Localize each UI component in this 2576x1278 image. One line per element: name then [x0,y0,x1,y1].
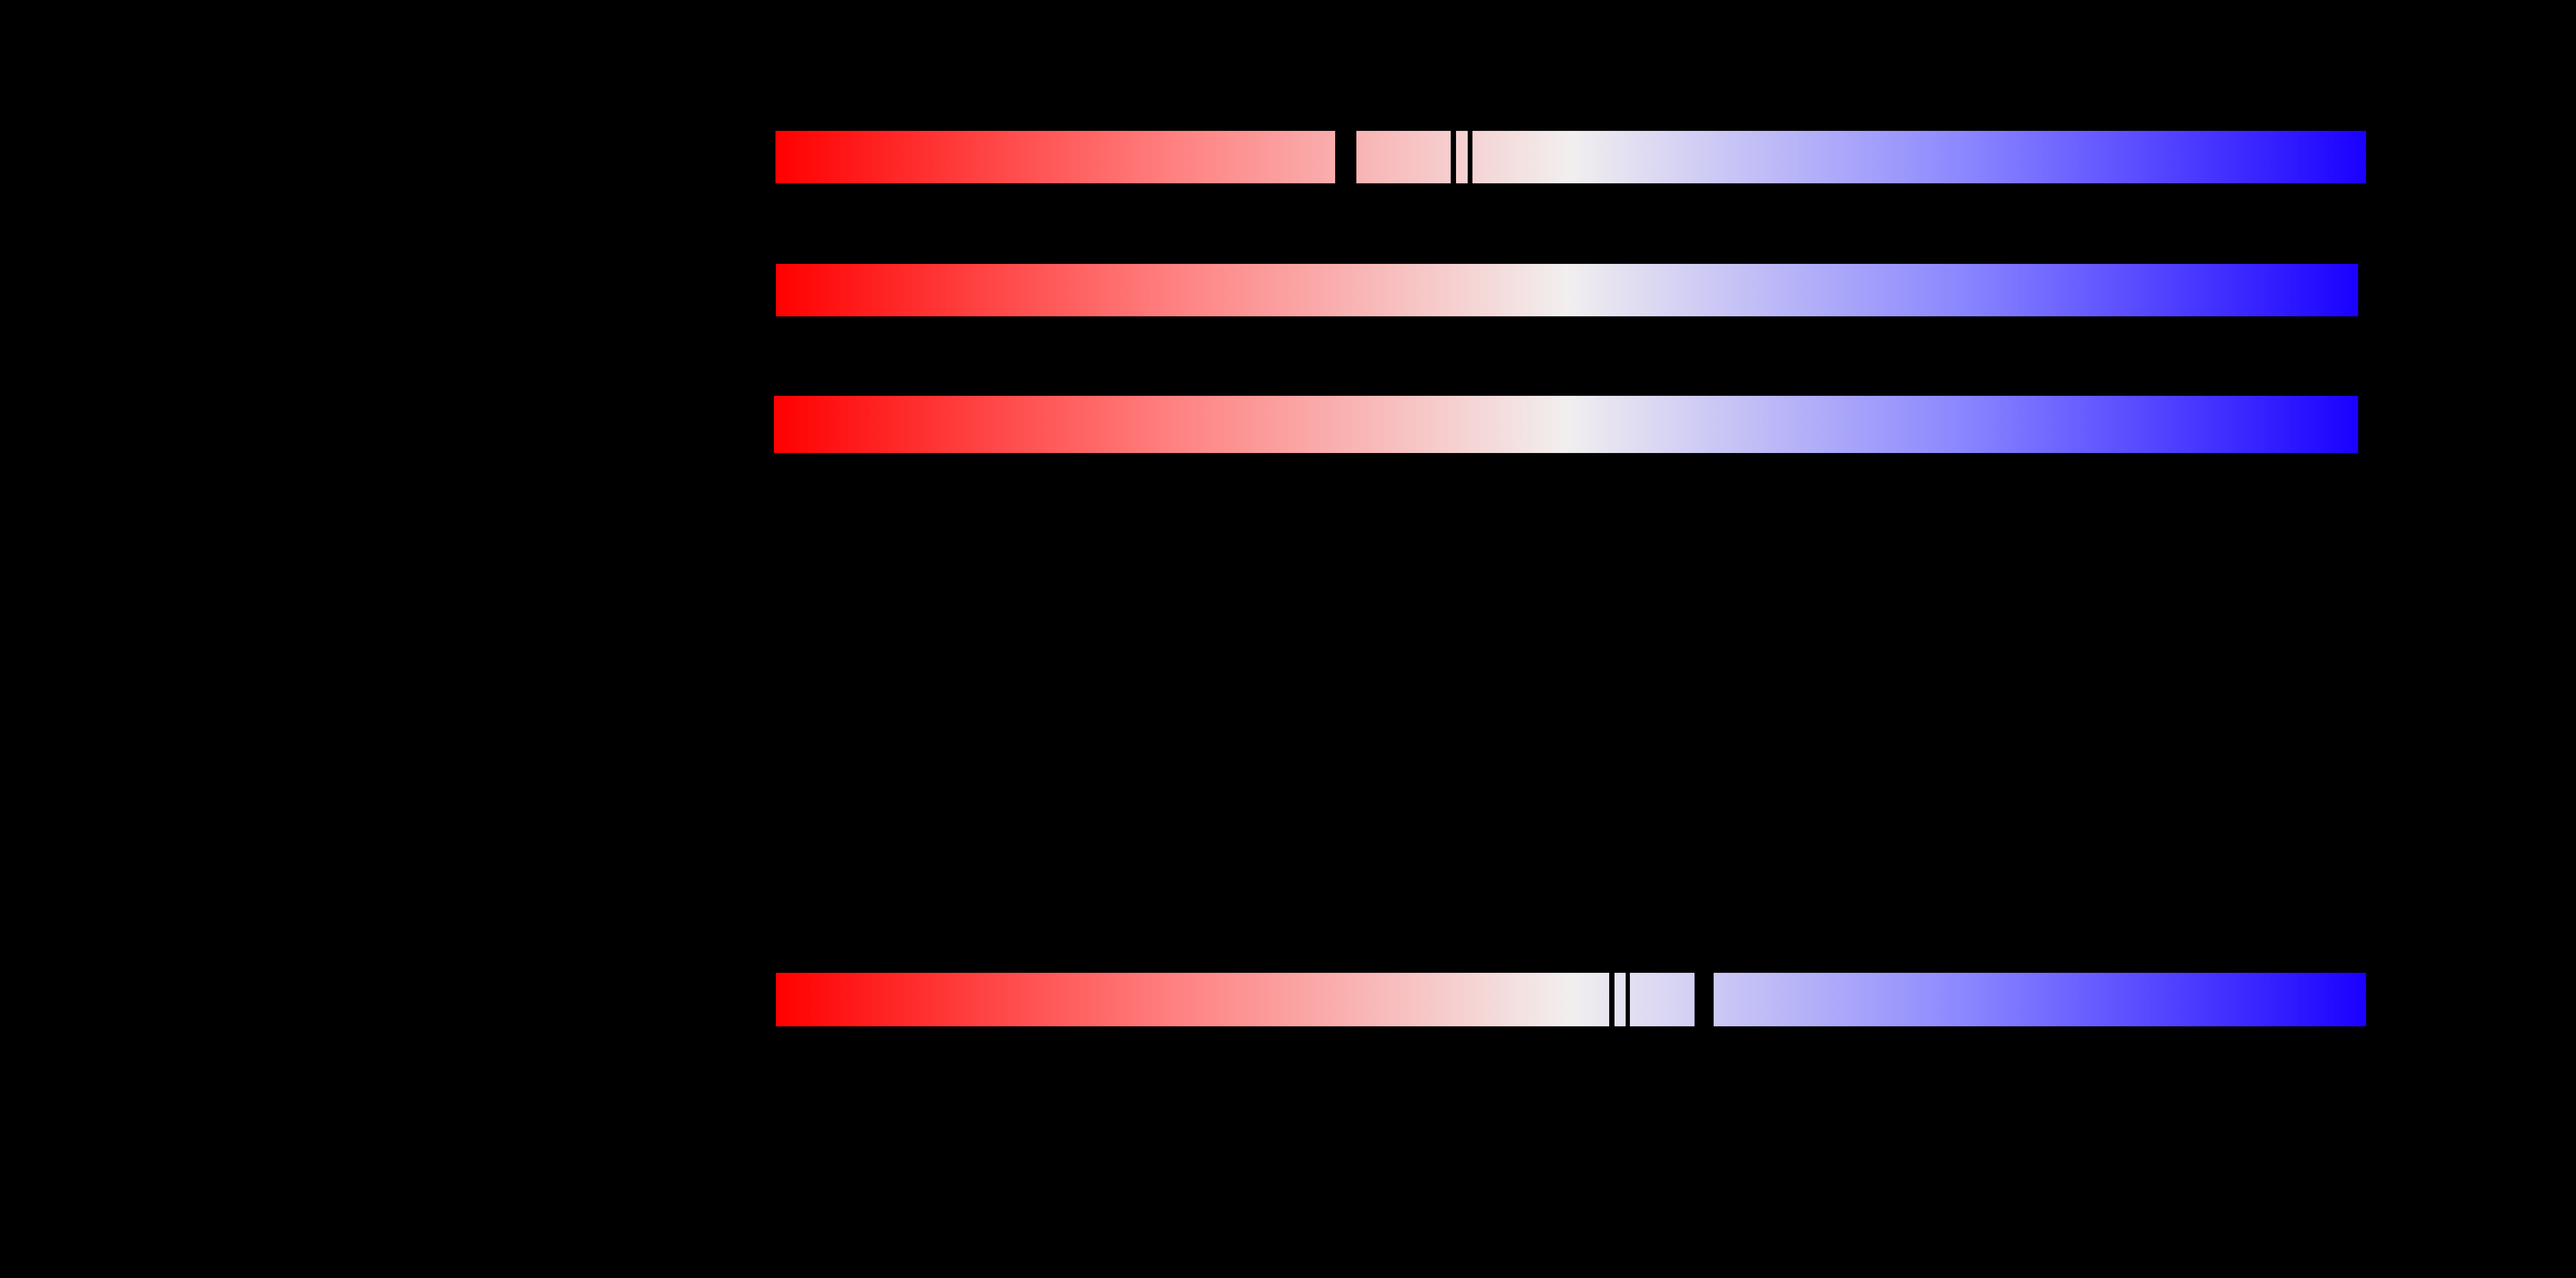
colorbar-axes-2[interactable] [776,264,2358,316]
colorbar-segment [1472,131,2366,183]
colorbar-axes-3[interactable] [774,396,2358,453]
colorbar-segment [1630,973,1695,1026]
colorbar-segment [776,264,2358,316]
colorbar-track-3 [774,396,2358,453]
colorbar-track-2 [776,264,2358,316]
colorbar-axes-4[interactable] [776,973,2366,1026]
colorbar-segment [774,396,2358,453]
colorbar-segment [775,131,1335,183]
colorbar-segment [1456,131,1468,183]
colorbar-track-1 [775,131,2366,183]
colorbar-track-4 [776,973,2366,1026]
colorbar-segment [1714,973,2366,1026]
colorbar-segment [1356,131,1451,183]
colorbar-axes-1[interactable] [775,131,2366,183]
colorbar-segment [776,973,1609,1026]
colorbar-segment [1615,973,1626,1026]
